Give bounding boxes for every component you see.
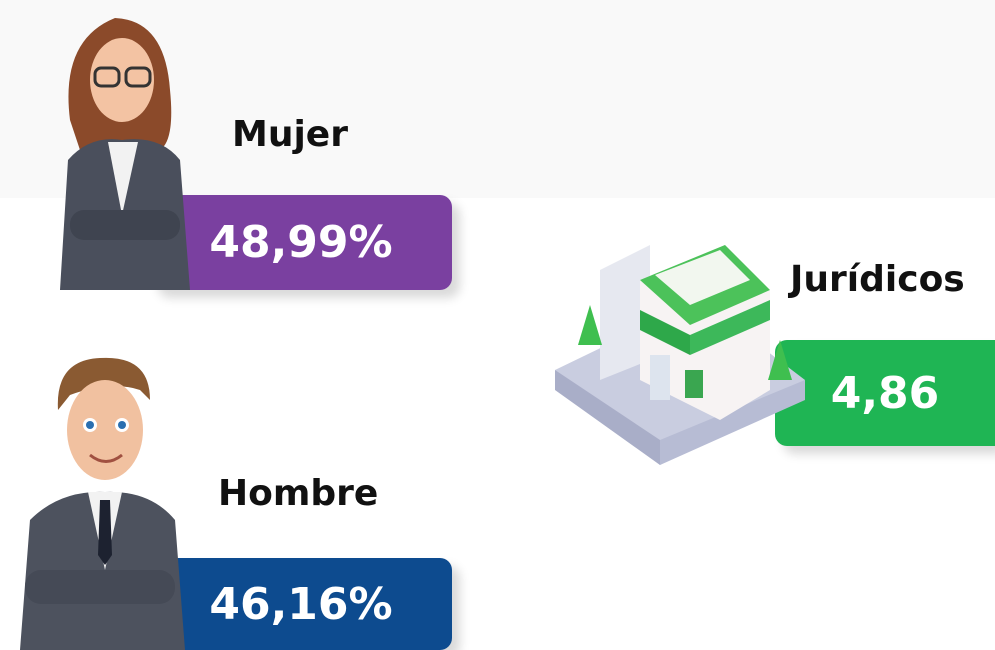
page: 48,99% 46,16% 4,86 Mujer (0, 0, 995, 650)
label: Mujer (232, 114, 348, 155)
label: Hombre (218, 473, 378, 514)
man-figure (20, 358, 185, 650)
woman-figure (60, 18, 190, 290)
label: Jurídicos (790, 259, 965, 300)
illustrations (0, 0, 995, 650)
building-figure (555, 245, 805, 465)
